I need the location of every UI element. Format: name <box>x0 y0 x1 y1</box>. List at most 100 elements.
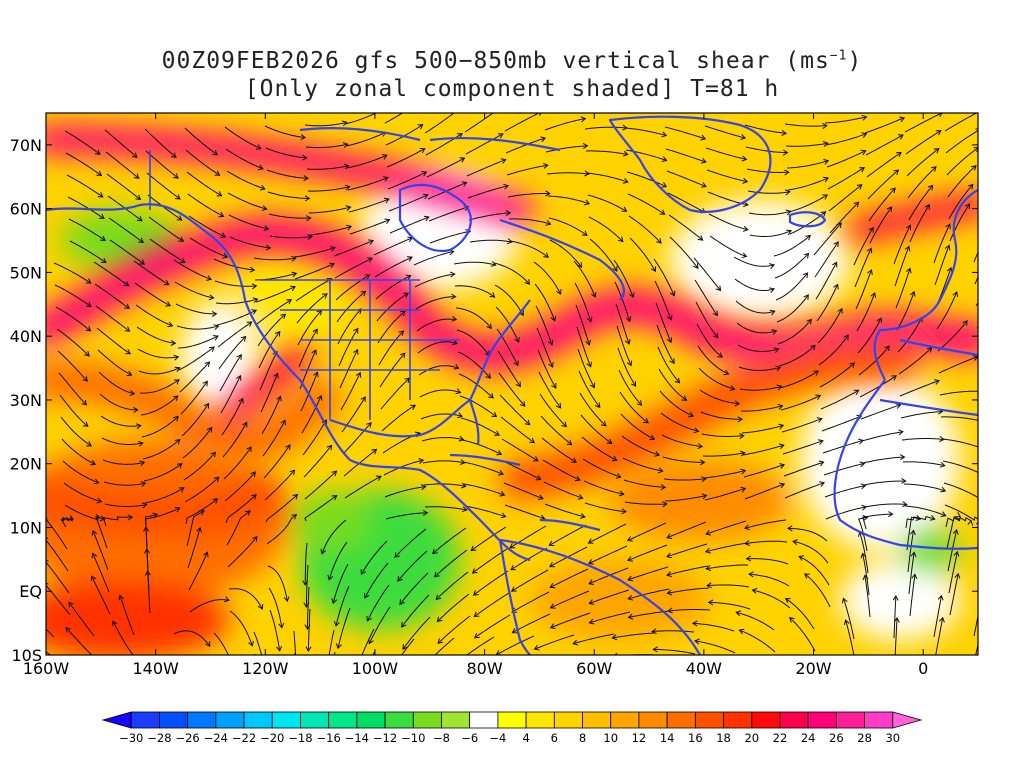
streamline-arrow <box>212 150 219 156</box>
streamline-arrow <box>457 133 463 139</box>
streamline-arrow <box>436 616 443 623</box>
streamline <box>707 584 750 588</box>
streamline <box>308 206 351 214</box>
streamline <box>134 282 171 307</box>
streamline-arrow <box>890 187 896 194</box>
streamline <box>360 540 388 575</box>
streamline <box>613 259 634 298</box>
streamline-arrow <box>802 272 809 278</box>
streamline <box>736 322 777 334</box>
streamline-arrow <box>420 484 427 491</box>
streamline <box>943 482 978 498</box>
streamline-arrow <box>250 471 256 478</box>
y-tick-label: 50N <box>10 263 42 282</box>
streamline <box>615 303 630 345</box>
streamline <box>68 602 95 637</box>
streamline <box>744 124 787 134</box>
streamline <box>621 435 660 456</box>
streamline-arrow <box>734 400 741 407</box>
streamline-arrow <box>862 574 869 581</box>
streamline-arrow <box>898 429 904 436</box>
streamline-arrow <box>798 555 805 561</box>
streamline-arrow <box>806 318 812 325</box>
streamline <box>859 375 897 398</box>
streamline-arrow <box>305 646 312 652</box>
streamline-arrow <box>590 292 597 298</box>
streamline-arrow <box>424 683 429 688</box>
streamline <box>302 419 327 456</box>
colorbar-swatch <box>300 711 330 729</box>
streamline-arrow <box>1008 205 1013 210</box>
streamline-arrow <box>818 460 825 467</box>
streamline-arrow <box>652 646 658 653</box>
streamline-arrow <box>415 100 420 105</box>
streamline-arrow <box>280 419 286 426</box>
streamline-arrow <box>85 278 92 284</box>
streamline <box>698 367 735 390</box>
x-tick-label: 140W <box>132 659 179 678</box>
streamline-arrow <box>94 149 101 155</box>
streamline <box>656 324 675 364</box>
streamline-arrow <box>292 493 299 500</box>
streamline-arrow <box>368 239 375 245</box>
x-tick-label: 120W <box>242 659 289 678</box>
streamline <box>692 622 735 632</box>
streamline-arrow <box>769 309 776 316</box>
streamline-arrow <box>915 515 922 521</box>
streamline <box>660 412 699 432</box>
streamline <box>417 341 458 354</box>
streamline-arrow <box>498 470 504 476</box>
streamline <box>895 268 911 309</box>
streamline <box>266 514 297 545</box>
streamline <box>936 291 958 330</box>
streamline <box>814 241 839 278</box>
streamline-arrow <box>786 229 792 236</box>
streamline-arrow <box>737 416 744 423</box>
streamline <box>304 542 308 585</box>
streamline-arrow <box>202 380 208 387</box>
streamline <box>669 236 699 269</box>
streamline-arrow <box>133 407 139 414</box>
colorbar-swatch <box>553 711 583 729</box>
streamline-arrow <box>291 255 297 262</box>
streamline <box>580 414 613 444</box>
streamline-arrow <box>650 266 657 273</box>
streamline-arrow <box>251 494 257 500</box>
streamline <box>987 517 1000 548</box>
streamline <box>989 551 996 592</box>
streamline <box>533 261 562 295</box>
streamline <box>343 449 377 477</box>
streamline-arrow <box>862 515 869 521</box>
streamline <box>101 437 143 445</box>
streamline-arrow <box>748 571 754 578</box>
streamline-arrow <box>341 120 348 127</box>
streamline-arrow <box>399 352 406 359</box>
streamline <box>627 193 665 215</box>
streamline <box>262 420 286 457</box>
streamline <box>868 187 896 222</box>
streamline-arrow <box>775 365 782 372</box>
streamline <box>542 459 581 481</box>
streamline <box>345 131 386 147</box>
streamline <box>662 456 705 463</box>
streamline-arrow <box>626 360 633 367</box>
streamline <box>144 128 177 158</box>
streamline <box>55 306 91 332</box>
y-tick-label: 70N <box>10 136 42 155</box>
colorbar-swatch <box>441 711 471 729</box>
streamline-arrow <box>769 263 776 269</box>
streamline <box>46 517 68 550</box>
streamline-arrow <box>401 621 407 628</box>
streamline <box>303 445 332 478</box>
streamline-arrow <box>519 401 526 407</box>
streamline <box>815 262 838 300</box>
streamline <box>146 172 181 200</box>
streamline <box>502 460 541 480</box>
streamline-arrow <box>588 618 595 625</box>
streamline <box>437 615 471 644</box>
streamline-arrow <box>988 224 993 229</box>
streamline <box>495 306 520 343</box>
streamline <box>537 349 557 389</box>
streamline <box>665 148 707 163</box>
